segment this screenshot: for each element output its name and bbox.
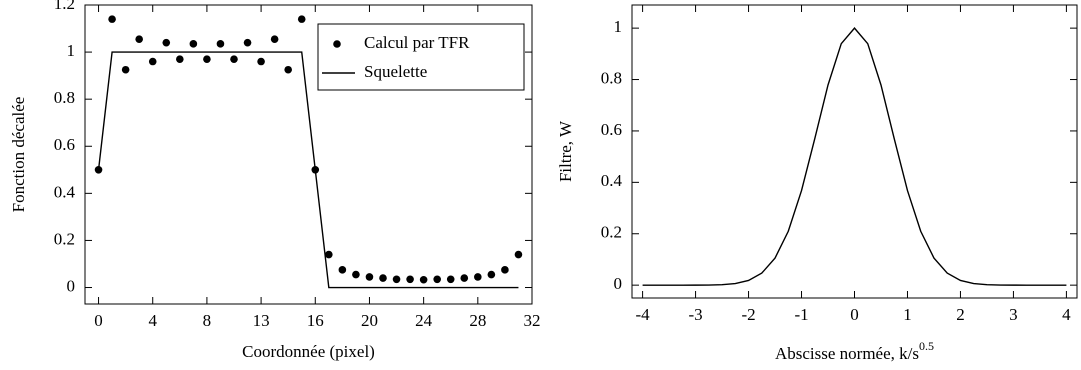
x-tick-label: 20 [361,311,378,330]
data-point [203,55,211,63]
data-point [474,273,482,281]
legend-label: Calcul par TFR [364,33,470,52]
data-line [97,51,519,289]
y-axis-label: Fonction décalée [9,97,28,213]
x-tick-label: 4 [148,311,157,330]
data-point [284,65,292,74]
data-point [297,15,306,23]
data-point [392,275,401,284]
x-tick-label: 0 [850,305,859,324]
data-point [189,40,198,48]
data-point [419,275,428,284]
y-tick-label: 0.2 [54,229,75,248]
x-tick-label: 2 [956,305,965,324]
data-point [379,274,387,282]
plot-frame [84,4,533,305]
x-tick-label: 4 [1062,305,1071,324]
data-point [257,57,265,66]
x-tick-label: -2 [741,305,755,324]
data-point [433,275,441,284]
y-axis-label: Filtre, W [556,120,575,182]
data-point [365,273,374,281]
x-tick-label: 32 [524,311,541,330]
plot-frame [631,4,1078,299]
y-tick-label: 0.4 [54,182,76,201]
data-point [135,35,143,43]
x-axis-label-superscript: 0.5 [919,339,934,353]
data-point [176,55,184,63]
legend-marker [333,40,341,48]
x-tick-label: 28 [469,311,486,330]
y-tick-label: 1.2 [54,0,75,13]
data-point [514,250,523,259]
data-point [325,250,333,259]
legend-label: Squelette [364,62,427,81]
y-tick-label: 1 [614,17,623,36]
x-axis-label: Coordonnée (pixel) [242,342,375,361]
x-tick-label: -4 [636,305,651,324]
legend-frame [317,23,525,91]
x-tick-label: 3 [1009,305,1018,324]
data-point [148,57,157,66]
y-tick-label: 0 [614,274,623,293]
data-point [406,275,414,284]
chart: -4 -3 -2 -1 0 1 2 3 4 0 0.2 0.4 0.6 0.8 1 Abscisse norm… [556,4,1078,363]
data-point [338,266,347,274]
x-axis-label-text: Abscisse normée, k/s [775,344,919,363]
y-tick-label: 0.2 [601,223,622,242]
y-tick-label: 0.6 [54,135,75,154]
data-point [270,35,279,43]
data-point [243,38,252,47]
data-line [642,27,1067,286]
data-point [216,40,225,48]
data-point [446,275,455,284]
x-tick-label: 1 [903,305,912,324]
chart: 0 4 8 13 16 20 24 28 32 0 0.2 0.4 0.6 0.8 1 1.2 Coordonn… [9,0,541,361]
y-tick-label: 0.6 [601,120,622,139]
x-tick-label: -1 [794,305,808,324]
x-tick-label: 24 [415,311,433,330]
data-point [352,270,360,279]
data-point [162,38,171,47]
y-tick-label: 0.8 [54,88,75,107]
data-point [487,270,496,279]
data-point [108,15,116,23]
x-tick-label: 8 [203,311,212,330]
legend: Calcul par TFR Squelette [317,23,525,91]
y-tick-label: 0.4 [601,171,623,190]
data-point [121,65,130,74]
data-point [230,55,238,63]
y-tick-label: 1 [67,41,76,60]
data-point [460,274,469,282]
y-tick-label: 0.8 [601,68,622,87]
x-axis-label: Abscisse normée, k/s0.5 [775,339,934,363]
data-point [501,266,509,274]
y-tick-label: 0 [67,276,76,295]
x-axis-label-text: Coordonnée (pixel) [242,342,375,361]
x-tick-label: 0 [94,311,103,330]
x-tick-label: 16 [307,311,324,330]
x-tick-label: -3 [688,305,702,324]
x-tick-label: 13 [253,311,270,330]
